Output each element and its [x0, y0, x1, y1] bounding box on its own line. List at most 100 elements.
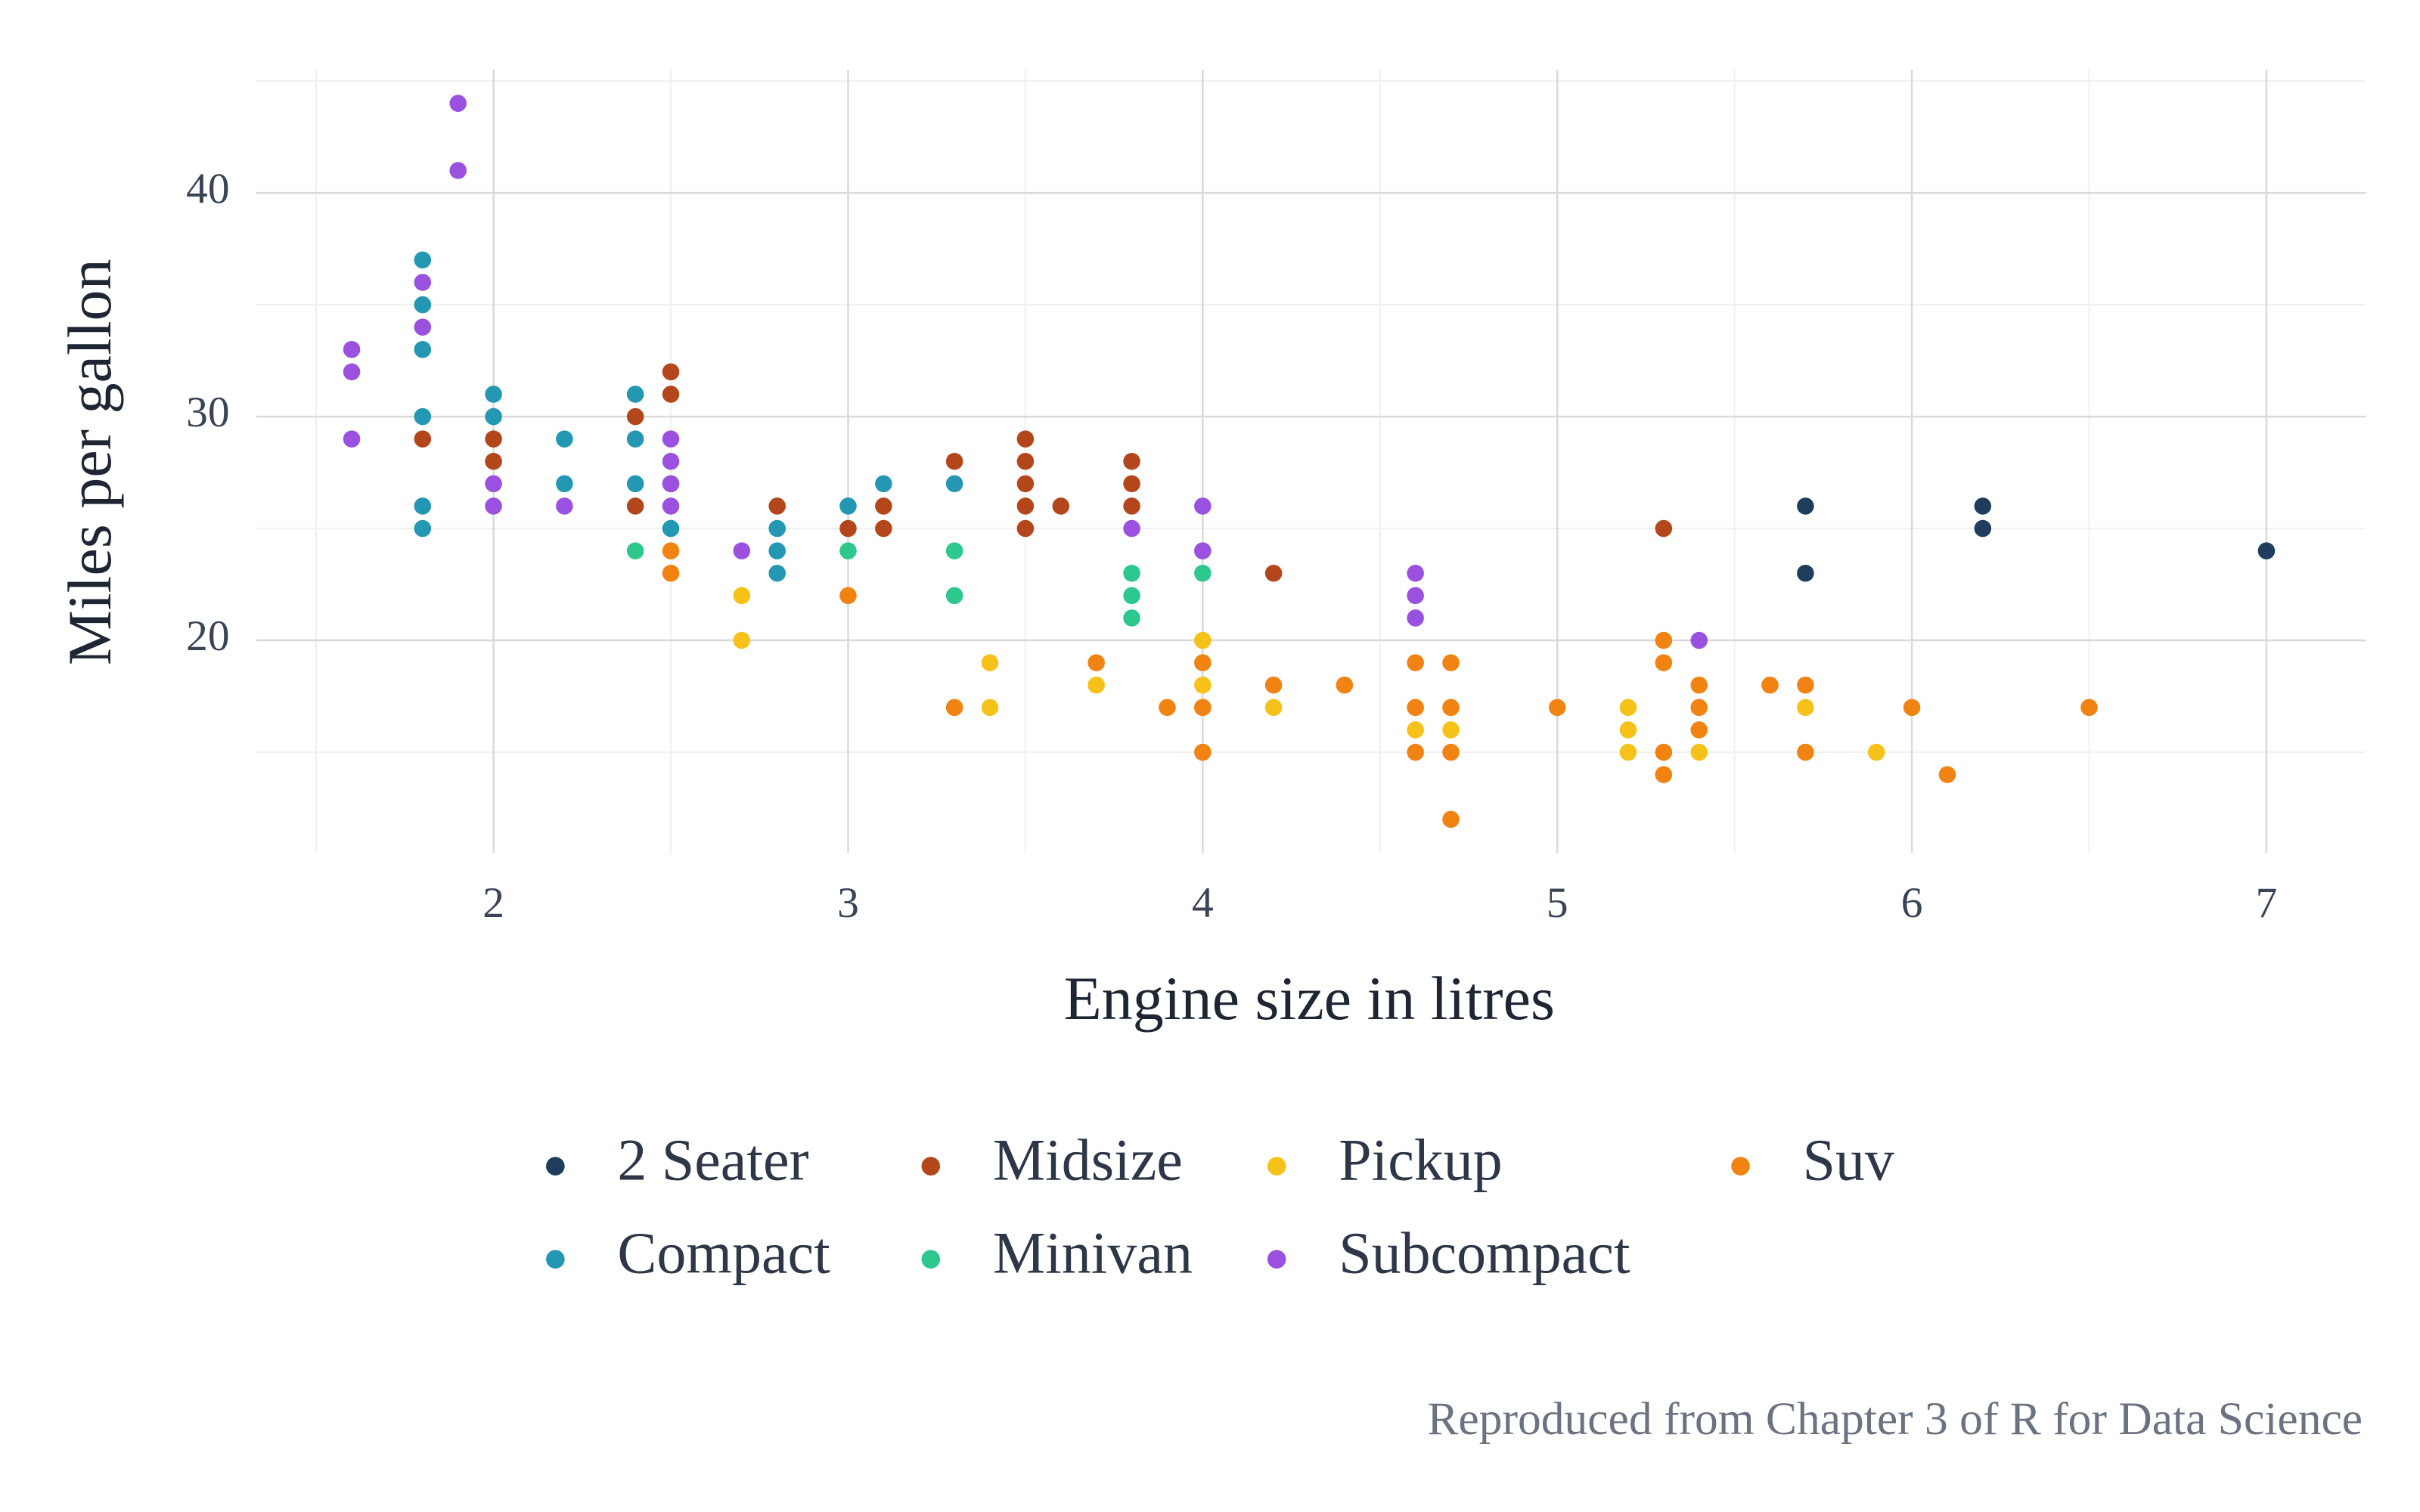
y-tick-label: 30 [186, 389, 229, 436]
point [414, 430, 432, 448]
point [1407, 564, 1424, 582]
point [1016, 475, 1035, 493]
point [485, 386, 502, 403]
point [626, 407, 644, 426]
point [1690, 721, 1708, 739]
x-tick-label: 6 [1901, 879, 1923, 927]
x-tick-label: 4 [1192, 879, 1214, 927]
point [626, 386, 644, 403]
point [626, 542, 644, 559]
point [875, 519, 892, 538]
point [1690, 631, 1708, 649]
point [1123, 475, 1140, 493]
point [414, 340, 432, 358]
point [556, 430, 573, 448]
point [662, 542, 680, 559]
point [1264, 699, 1283, 717]
point [945, 699, 963, 717]
x-tick-label: 7 [2256, 879, 2278, 927]
point [1087, 654, 1105, 671]
point [1194, 564, 1212, 582]
point [414, 519, 432, 538]
legend-marker [546, 1157, 565, 1176]
point [626, 497, 644, 515]
legend-label: Subcompact [1339, 1221, 1630, 1286]
point [768, 564, 786, 582]
point [1407, 699, 1424, 717]
x-axis-title: Engine size in litres [1064, 964, 1555, 1033]
point [414, 318, 432, 336]
point [662, 386, 680, 403]
point [1655, 743, 1673, 761]
point [945, 452, 963, 470]
point [945, 587, 963, 605]
x-tick-label: 2 [482, 879, 504, 927]
point [1159, 699, 1176, 717]
point [485, 475, 502, 493]
point [1797, 699, 1814, 717]
point [1194, 654, 1212, 671]
point [1016, 430, 1035, 448]
legend-marker [1267, 1157, 1286, 1176]
point [1407, 587, 1424, 605]
point [1194, 699, 1212, 717]
point [945, 542, 963, 559]
legend-label: 2 Seater [617, 1127, 808, 1192]
point [414, 251, 432, 269]
point [1938, 766, 1956, 783]
legend-label: Minivan [993, 1221, 1193, 1286]
point [1690, 676, 1708, 694]
point [839, 587, 857, 605]
point [839, 519, 857, 538]
point [1264, 676, 1283, 694]
y-tick-label: 40 [186, 165, 229, 212]
y-tick-label: 20 [186, 612, 229, 660]
point [414, 274, 432, 291]
point [1867, 743, 1885, 761]
legend-marker [921, 1250, 941, 1269]
legend-label: Compact [617, 1221, 830, 1286]
point [1442, 721, 1460, 739]
point [1194, 743, 1212, 761]
point [1407, 743, 1424, 761]
point [1123, 452, 1140, 470]
point [556, 475, 573, 493]
point [1690, 743, 1708, 761]
point [1655, 631, 1673, 649]
point [1407, 609, 1424, 627]
point [768, 519, 786, 538]
point [662, 497, 680, 515]
point [875, 475, 892, 493]
point [1264, 564, 1283, 582]
legend-label: Pickup [1339, 1127, 1503, 1192]
point [662, 519, 680, 538]
point [733, 587, 751, 605]
point [556, 497, 573, 515]
point [1761, 676, 1779, 694]
point [343, 340, 361, 358]
point [1194, 497, 1212, 515]
point [1123, 587, 1140, 605]
point [414, 296, 432, 314]
legend-marker [1731, 1157, 1750, 1176]
legend-marker [1267, 1250, 1286, 1269]
point [1407, 721, 1424, 739]
point [1052, 497, 1070, 515]
point [1194, 676, 1212, 694]
point [414, 497, 432, 515]
point [1974, 497, 1992, 515]
point [1016, 452, 1035, 470]
point [1442, 699, 1460, 717]
point [1016, 497, 1035, 515]
point [662, 452, 680, 470]
x-tick-label: 3 [837, 879, 859, 927]
point [1619, 721, 1637, 739]
point [1442, 743, 1460, 761]
point [1123, 564, 1140, 582]
point [343, 363, 361, 381]
point [1619, 743, 1637, 761]
point [1407, 654, 1424, 671]
point [1903, 699, 1921, 717]
point [1087, 676, 1105, 694]
